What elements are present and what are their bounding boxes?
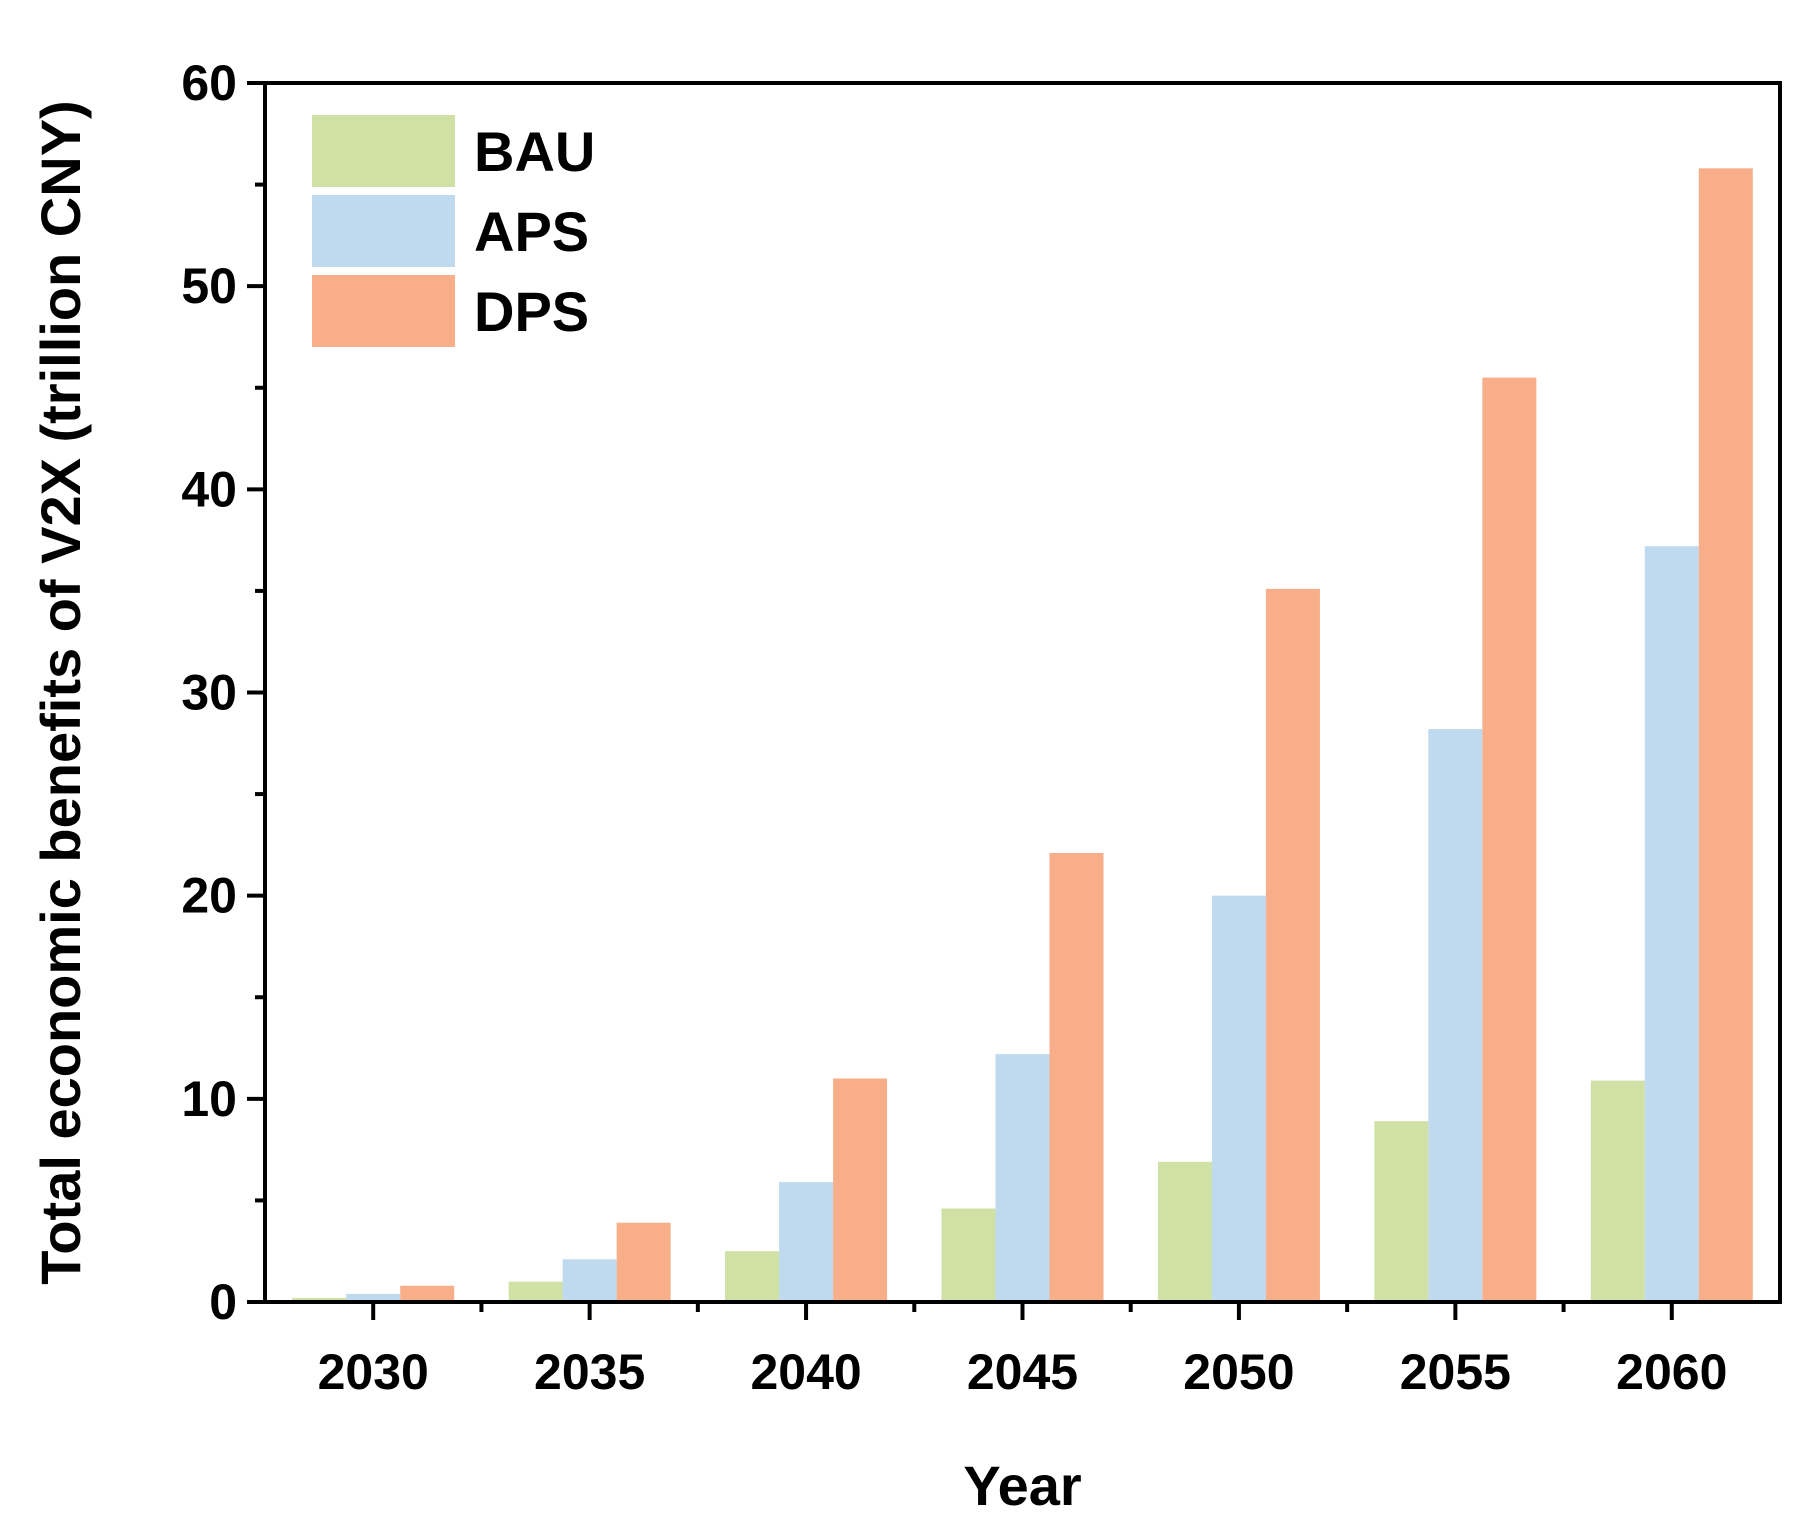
y-axis-title: Total economic benefits of V2X (trillion… <box>29 100 92 1284</box>
bar-dps <box>400 1285 455 1302</box>
legend-swatch-bau <box>312 115 455 187</box>
bar-aps <box>562 1259 617 1302</box>
x-tick-label: 2050 <box>1183 1344 1294 1400</box>
bar-bau <box>1157 1161 1212 1302</box>
bar-bau <box>725 1251 780 1302</box>
bar-dps <box>616 1222 671 1302</box>
bar-aps <box>995 1054 1050 1302</box>
bar-dps <box>1698 168 1753 1303</box>
x-axis-title: Year <box>963 1454 1081 1517</box>
bar-bau <box>1590 1080 1645 1302</box>
bar-dps <box>1482 377 1537 1302</box>
x-axis: 2030 2035 2040 2045 2050 2055 2060 <box>318 1302 1727 1400</box>
bar-aps <box>346 1293 401 1302</box>
bar-dps <box>833 1078 888 1302</box>
bar-bau <box>1374 1121 1429 1302</box>
y-tick-label: 0 <box>209 1274 237 1330</box>
x-tick-label: 2035 <box>534 1344 645 1400</box>
bar-bau <box>941 1208 996 1302</box>
legend-swatch-aps <box>312 195 455 267</box>
y-tick-label: 20 <box>181 868 237 924</box>
bar-dps <box>1265 588 1320 1302</box>
bars-layer <box>292 168 1753 1303</box>
y-tick-label: 40 <box>181 461 237 517</box>
legend-swatch-dps <box>312 275 455 347</box>
x-tick-label: 2030 <box>318 1344 429 1400</box>
y-tick-label: 30 <box>181 665 237 721</box>
y-tick-label: 60 <box>181 55 237 111</box>
bar-dps <box>1049 853 1104 1302</box>
legend-label-bau: BAU <box>474 120 595 183</box>
x-tick-label: 2060 <box>1616 1344 1727 1400</box>
legend-label-aps: APS <box>474 200 589 263</box>
y-tick-label: 50 <box>181 258 237 314</box>
legend-label-dps: DPS <box>474 280 589 343</box>
legend: BAU APS DPS <box>312 115 595 347</box>
bar-aps <box>779 1182 834 1302</box>
y-tick-label: 10 <box>181 1071 237 1127</box>
x-tick-label: 2040 <box>750 1344 861 1400</box>
bar-aps <box>1644 546 1699 1302</box>
bar-aps <box>1428 729 1483 1302</box>
bar-bau <box>508 1281 563 1302</box>
y-axis: 0 10 20 30 40 50 60 <box>181 55 265 1330</box>
bar-bau <box>292 1297 347 1302</box>
bar-aps <box>1211 895 1266 1302</box>
x-tick-label: 2045 <box>967 1344 1078 1400</box>
x-tick-label: 2055 <box>1400 1344 1511 1400</box>
